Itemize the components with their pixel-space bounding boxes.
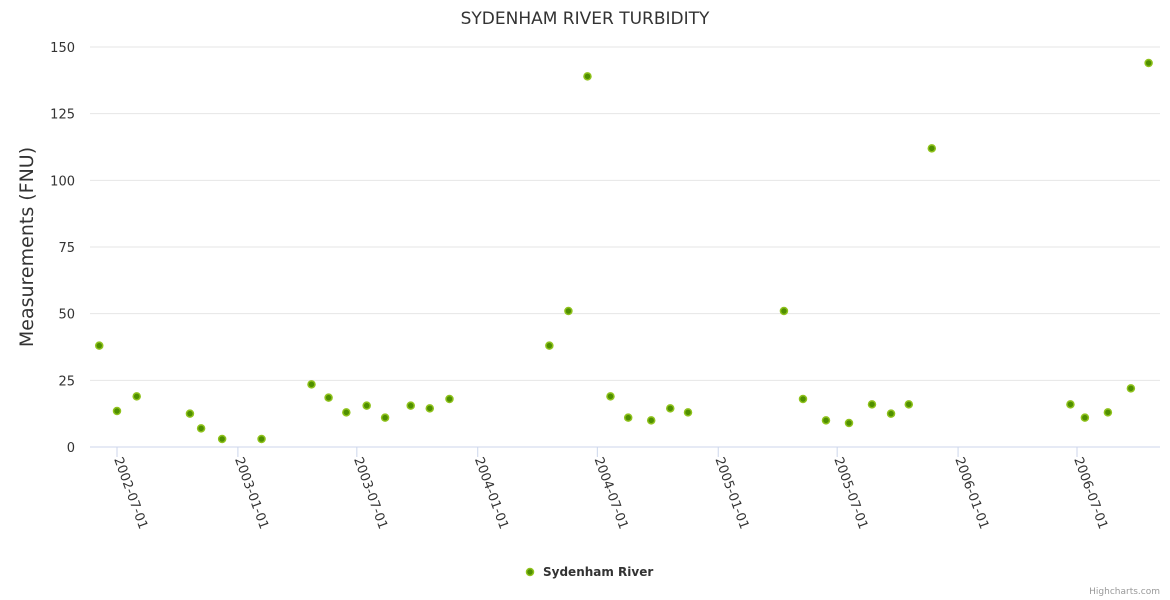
data-point[interactable] — [406, 401, 415, 410]
x-tick-label: 2005-01-01 — [711, 455, 751, 531]
data-point[interactable] — [821, 416, 831, 425]
data-point[interactable] — [257, 434, 266, 444]
y-axis-ticks: 0 25 50 75 100 125 150 — [50, 41, 75, 456]
data-point[interactable] — [185, 409, 195, 418]
x-axis-ticks: 2002-07-01 2003-01-01 2003-07-01 2004-01-01… — [110, 447, 1110, 531]
legend-marker — [525, 567, 535, 577]
y-tick-label: 25 — [58, 374, 75, 389]
x-tick-label: 2005-07-01 — [830, 455, 870, 531]
y-tick-label: 125 — [50, 108, 75, 123]
x-tick-label: 2006-07-01 — [1070, 455, 1110, 531]
data-point[interactable] — [342, 408, 351, 417]
x-tick-label: 2006-01-01 — [951, 455, 991, 531]
data-point[interactable] — [683, 408, 693, 417]
y-tick-label: 0 — [67, 441, 75, 456]
data-point[interactable] — [324, 393, 333, 402]
data-point[interactable] — [666, 404, 675, 413]
x-tick-label: 2004-01-01 — [471, 455, 511, 531]
data-point[interactable] — [95, 341, 104, 350]
x-tick-label: 2002-07-01 — [110, 455, 150, 531]
data-point[interactable] — [425, 404, 435, 413]
data-point[interactable] — [927, 144, 937, 153]
data-point[interactable] — [779, 306, 789, 316]
data-point[interactable] — [1126, 384, 1136, 393]
data-point[interactable] — [217, 434, 227, 444]
data-point[interactable] — [798, 394, 808, 404]
y-tick-label: 75 — [58, 241, 75, 256]
data-point[interactable] — [606, 392, 615, 401]
data-point[interactable] — [904, 400, 914, 409]
data-point[interactable] — [867, 400, 877, 409]
data-point[interactable] — [1080, 413, 1090, 422]
data-point[interactable] — [1144, 58, 1153, 68]
data-point[interactable] — [307, 380, 316, 389]
y-tick-label: 100 — [50, 174, 75, 189]
x-tick-label: 2004-07-01 — [591, 455, 631, 531]
data-point[interactable] — [112, 406, 122, 416]
legend-item[interactable]: Sydenham River — [525, 565, 654, 579]
data-point[interactable] — [583, 72, 592, 81]
data-point[interactable] — [844, 418, 854, 428]
data-point[interactable] — [564, 306, 573, 316]
legend-label: Sydenham River — [543, 565, 653, 579]
data-point[interactable] — [646, 416, 656, 425]
data-point[interactable] — [1103, 408, 1113, 417]
x-tick-label: 2003-07-01 — [350, 455, 390, 531]
data-point[interactable] — [362, 401, 371, 410]
data-point[interactable] — [623, 413, 633, 422]
data-point[interactable] — [445, 394, 454, 404]
data-point[interactable] — [132, 392, 141, 401]
data-point[interactable] — [1066, 400, 1075, 409]
data-point[interactable] — [545, 341, 554, 350]
data-points — [95, 58, 1153, 444]
grid — [90, 46, 1160, 448]
chart-title: SYDENHAM RIVER TURBIDITY — [461, 9, 710, 29]
data-point[interactable] — [196, 424, 206, 433]
y-axis-label: Measurements (FNU) — [16, 147, 38, 347]
data-point[interactable] — [886, 409, 896, 418]
y-tick-label: 150 — [50, 41, 75, 56]
data-point[interactable] — [380, 413, 390, 422]
x-tick-label: 2003-01-01 — [231, 455, 271, 531]
y-tick-label: 50 — [58, 308, 75, 323]
credits-link[interactable]: Highcharts.com — [1089, 587, 1160, 597]
